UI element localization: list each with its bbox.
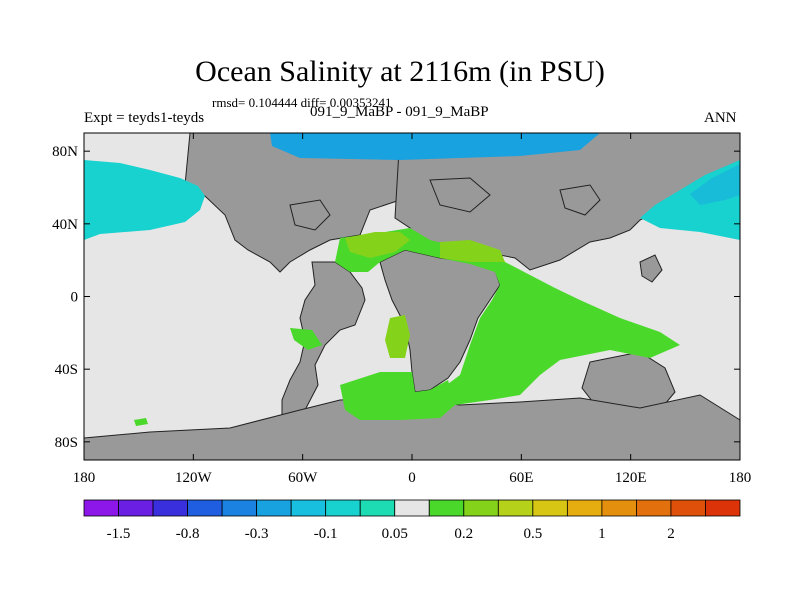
season-label: ANN <box>704 110 737 126</box>
y-tick-label: 0 <box>71 290 79 306</box>
colorbar-swatch <box>221 499 258 517</box>
x-tick-label: 60E <box>509 470 533 486</box>
colorbar-swatch <box>256 499 292 517</box>
x-tick-label: 120E <box>615 470 647 486</box>
map-plot-area <box>83 132 741 461</box>
colorbar-label: -0.3 <box>245 526 269 542</box>
southern-pacific-small-anomaly <box>134 418 148 426</box>
colorbar-swatch <box>83 499 119 517</box>
colorbar-swatch <box>118 499 154 517</box>
colorbar-swatch <box>636 499 672 517</box>
y-tick-label: 80N <box>52 144 78 160</box>
colorbar-swatch <box>566 499 603 517</box>
experiment-label: Expt = teyds1-teyds <box>84 110 205 126</box>
tethys-positive-anomaly-east <box>440 240 505 262</box>
arctic-negative-anomaly <box>270 133 600 160</box>
colorbar-label: -0.1 <box>314 526 338 542</box>
atlantic-positive-anomaly <box>335 228 680 405</box>
land-east-asia-arc <box>639 254 663 283</box>
colorbar-swatch <box>325 499 361 517</box>
x-tick-label: 180 <box>729 470 752 486</box>
colorbar-label: 0.05 <box>382 526 408 542</box>
x-tick-label: 180 <box>73 470 96 486</box>
case-label: 091_9_MaBP - 091_9_MaBP <box>310 104 489 120</box>
colorbar-swatch <box>428 499 465 517</box>
colorbar-swatch <box>463 499 499 517</box>
axis-ticks-group: 180 120W 60W 0 60E 120E 180 80N 40N 0 40S 80S <box>52 133 751 486</box>
stats-label: rmsd= 0.104444 diff= 0.00353241 <box>212 95 392 110</box>
tethys-positive-anomaly <box>345 232 410 258</box>
coastline-detail <box>289 177 601 231</box>
chart-title: Ocean Salinity at 2116m (in PSU) <box>195 55 605 88</box>
colorbar-label: 0.2 <box>454 526 473 542</box>
colorbar-swatch <box>359 499 396 517</box>
colorbar-swatch <box>187 499 223 517</box>
y-tick-label: 80S <box>55 435 78 451</box>
colorbar-swatch <box>670 499 706 517</box>
colorbar-label: -1.5 <box>107 526 131 542</box>
x-tick-label: 120W <box>175 470 213 486</box>
colorbar-label: 1 <box>598 526 606 542</box>
colorbar-swatch <box>497 499 534 517</box>
colorbar-swatch <box>705 499 741 517</box>
north-pacific-negative-anomaly-west <box>84 160 205 240</box>
colorbar-group: -1.5 -0.8 -0.3 -0.1 0.05 0.2 0.5 1 2 <box>83 499 741 542</box>
y-tick-label: 40N <box>52 217 78 233</box>
colorbar-swatch <box>152 499 188 517</box>
colorbar-swatch <box>532 499 568 517</box>
x-tick-label: 60W <box>288 470 318 486</box>
pacific-small-positive-anomaly <box>290 328 322 350</box>
colorbar-swatch <box>394 499 430 517</box>
south-atlantic-positive-anomaly <box>340 372 455 420</box>
south-atlantic-strong-anomaly <box>385 315 410 358</box>
colorbar-label: -0.8 <box>176 526 200 542</box>
colorbar-swatch <box>601 499 637 517</box>
x-tick-label: 0 <box>408 470 416 486</box>
colorbar-label: 2 <box>667 526 675 542</box>
y-tick-label: 40S <box>55 362 78 378</box>
north-pacific-stronger-anomaly-east <box>690 164 740 205</box>
land-south-america <box>281 261 366 432</box>
colorbar-swatch <box>290 499 327 517</box>
colorbar-label: 0.5 <box>523 526 542 542</box>
